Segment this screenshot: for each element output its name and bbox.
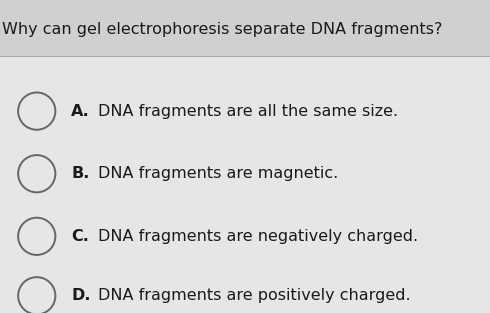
Ellipse shape — [18, 93, 55, 130]
Text: D.: D. — [71, 288, 91, 303]
Text: B.: B. — [71, 166, 89, 181]
Ellipse shape — [18, 218, 55, 255]
Text: Why can gel electrophoresis separate DNA fragments?: Why can gel electrophoresis separate DNA… — [2, 22, 443, 37]
FancyBboxPatch shape — [0, 0, 490, 56]
Text: C.: C. — [71, 229, 89, 244]
Text: A.: A. — [71, 104, 90, 119]
Text: DNA fragments are magnetic.: DNA fragments are magnetic. — [98, 166, 338, 181]
Text: DNA fragments are positively charged.: DNA fragments are positively charged. — [98, 288, 411, 303]
Text: DNA fragments are all the same size.: DNA fragments are all the same size. — [98, 104, 398, 119]
Text: DNA fragments are negatively charged.: DNA fragments are negatively charged. — [98, 229, 418, 244]
Ellipse shape — [18, 155, 55, 192]
Ellipse shape — [18, 277, 55, 313]
